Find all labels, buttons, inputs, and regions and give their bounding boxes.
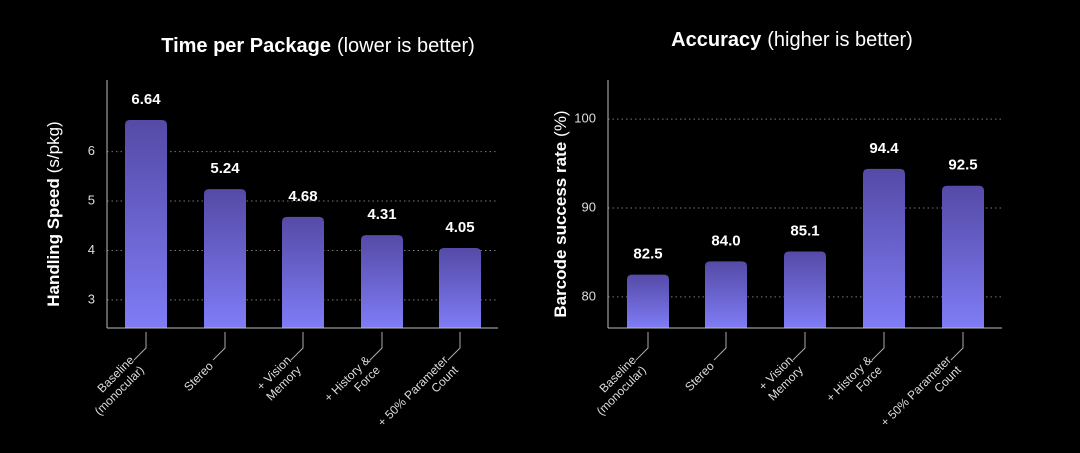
chart-title: Accuracy (higher is better) (671, 29, 913, 51)
value-label: 82.5 (633, 246, 662, 263)
leader-line (290, 332, 304, 361)
bar (125, 120, 167, 329)
y-tick-label: 5 (88, 192, 95, 207)
title-sub: (lower is better) (337, 35, 475, 57)
bar (204, 189, 246, 328)
value-label: 92.5 (948, 157, 977, 174)
leader-line (792, 332, 806, 361)
y-axis-label: Barcode success rate (%) (551, 110, 570, 317)
title-main: Accuracy (671, 29, 762, 51)
value-label: 5.24 (210, 160, 240, 177)
y-label-main: Handling Speed (44, 178, 63, 306)
bar (282, 216, 324, 328)
bar (705, 261, 747, 328)
value-label: 4.05 (445, 219, 474, 236)
y-label-unit: (%) (551, 110, 570, 136)
bar (863, 168, 905, 328)
leader-line (447, 332, 461, 361)
leader-line (635, 332, 649, 361)
leader-line (871, 332, 885, 361)
y-axis-label: Handling Speed (s/pkg) (44, 121, 63, 306)
bar (361, 235, 403, 328)
value-label: 94.4 (869, 140, 899, 157)
title-main: Time per Package (161, 35, 331, 57)
value-label: 85.1 (790, 223, 819, 240)
bar (784, 251, 826, 328)
y-label-unit: (s/pkg) (44, 121, 63, 173)
value-label: 84.0 (711, 232, 740, 249)
leader-line (369, 332, 383, 361)
y-tick-label: 80 (582, 288, 596, 303)
bar (439, 247, 481, 328)
bar (942, 185, 984, 328)
y-tick-label: 3 (88, 291, 95, 306)
leader-line (713, 332, 727, 361)
y-tick-label: 100 (574, 111, 596, 126)
y-tick-label: 4 (88, 242, 95, 257)
value-label: 6.64 (131, 91, 161, 108)
y-tick-label: 90 (582, 199, 596, 214)
y-label-main: Barcode success rate (551, 142, 570, 318)
title-sub: (higher is better) (767, 29, 913, 51)
leader-line (212, 332, 226, 361)
chart-title: Time per Package (lower is better) (161, 35, 475, 57)
bar (627, 274, 669, 328)
y-tick-label: 6 (88, 143, 95, 158)
value-label: 4.68 (288, 188, 317, 205)
value-label: 4.31 (367, 206, 396, 223)
leader-line (133, 332, 147, 361)
leader-line (950, 332, 964, 361)
